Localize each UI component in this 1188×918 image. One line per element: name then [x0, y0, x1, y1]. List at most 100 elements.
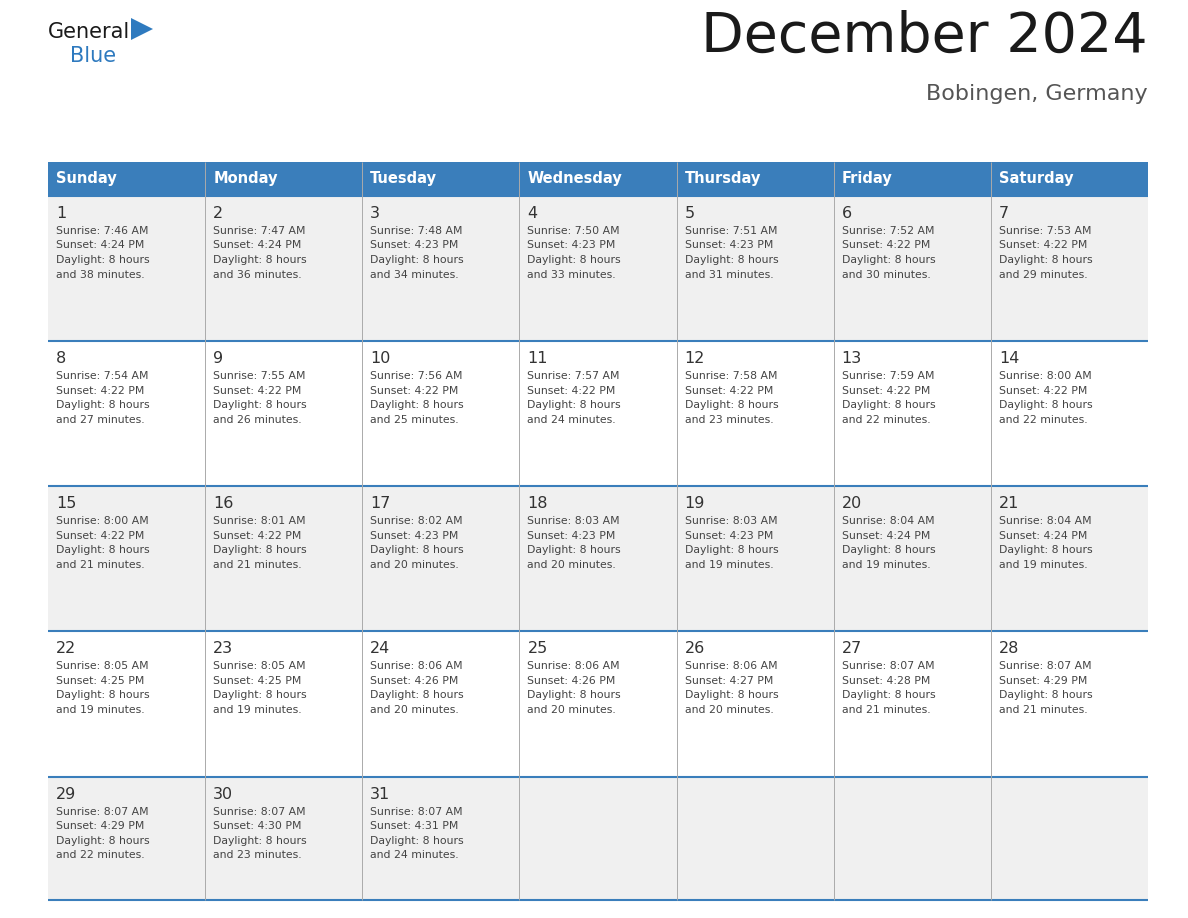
- Text: and 19 minutes.: and 19 minutes.: [999, 560, 1087, 570]
- Text: Daylight: 8 hours: Daylight: 8 hours: [999, 255, 1093, 265]
- Text: 1: 1: [56, 206, 67, 221]
- Text: Sunrise: 7:58 AM: Sunrise: 7:58 AM: [684, 371, 777, 381]
- Text: 14: 14: [999, 352, 1019, 366]
- Bar: [48, 196, 1148, 341]
- Text: Sunrise: 7:57 AM: Sunrise: 7:57 AM: [527, 371, 620, 381]
- Text: Sunset: 4:22 PM: Sunset: 4:22 PM: [684, 386, 773, 396]
- Text: Sunset: 4:25 PM: Sunset: 4:25 PM: [56, 676, 145, 686]
- Text: Daylight: 8 hours: Daylight: 8 hours: [371, 690, 463, 700]
- Text: and 27 minutes.: and 27 minutes.: [56, 415, 145, 425]
- Text: 25: 25: [527, 642, 548, 656]
- Text: Sunrise: 8:07 AM: Sunrise: 8:07 AM: [842, 662, 934, 671]
- Text: and 20 minutes.: and 20 minutes.: [371, 560, 459, 570]
- Text: Sunrise: 7:50 AM: Sunrise: 7:50 AM: [527, 226, 620, 236]
- Text: 4: 4: [527, 206, 537, 221]
- Text: Sunset: 4:30 PM: Sunset: 4:30 PM: [213, 821, 302, 831]
- Text: Sunset: 4:22 PM: Sunset: 4:22 PM: [842, 241, 930, 251]
- Text: Sunrise: 8:06 AM: Sunrise: 8:06 AM: [371, 662, 463, 671]
- Text: Daylight: 8 hours: Daylight: 8 hours: [527, 545, 621, 555]
- Text: Sunset: 4:22 PM: Sunset: 4:22 PM: [213, 386, 302, 396]
- Text: Daylight: 8 hours: Daylight: 8 hours: [527, 255, 621, 265]
- Text: Wednesday: Wednesday: [527, 172, 623, 186]
- Text: and 34 minutes.: and 34 minutes.: [371, 270, 459, 279]
- Text: Daylight: 8 hours: Daylight: 8 hours: [999, 400, 1093, 410]
- Text: 16: 16: [213, 497, 234, 511]
- Text: 8: 8: [56, 352, 67, 366]
- Text: 11: 11: [527, 352, 548, 366]
- Text: and 38 minutes.: and 38 minutes.: [56, 270, 145, 279]
- Text: Sunrise: 8:03 AM: Sunrise: 8:03 AM: [527, 516, 620, 526]
- Text: Sunrise: 7:46 AM: Sunrise: 7:46 AM: [56, 226, 148, 236]
- Text: Daylight: 8 hours: Daylight: 8 hours: [371, 545, 463, 555]
- Text: Sunrise: 8:07 AM: Sunrise: 8:07 AM: [213, 807, 305, 817]
- Text: Sunrise: 8:03 AM: Sunrise: 8:03 AM: [684, 516, 777, 526]
- Text: 3: 3: [371, 206, 380, 221]
- Text: Sunset: 4:28 PM: Sunset: 4:28 PM: [842, 676, 930, 686]
- Text: 31: 31: [371, 787, 391, 801]
- Text: Daylight: 8 hours: Daylight: 8 hours: [56, 835, 150, 845]
- Text: Sunrise: 7:52 AM: Sunrise: 7:52 AM: [842, 226, 934, 236]
- Text: Daylight: 8 hours: Daylight: 8 hours: [842, 690, 935, 700]
- Text: Sunrise: 8:01 AM: Sunrise: 8:01 AM: [213, 516, 305, 526]
- Text: Sunrise: 8:00 AM: Sunrise: 8:00 AM: [56, 516, 148, 526]
- Text: Sunset: 4:27 PM: Sunset: 4:27 PM: [684, 676, 773, 686]
- Text: and 23 minutes.: and 23 minutes.: [213, 850, 302, 860]
- Text: 9: 9: [213, 352, 223, 366]
- Text: Sunset: 4:23 PM: Sunset: 4:23 PM: [371, 241, 459, 251]
- Text: 18: 18: [527, 497, 548, 511]
- Bar: [48, 632, 1148, 777]
- Text: Sunset: 4:23 PM: Sunset: 4:23 PM: [684, 241, 773, 251]
- Text: Sunset: 4:24 PM: Sunset: 4:24 PM: [842, 531, 930, 541]
- Text: Sunset: 4:22 PM: Sunset: 4:22 PM: [56, 531, 145, 541]
- Text: and 19 minutes.: and 19 minutes.: [56, 705, 145, 715]
- Text: 28: 28: [999, 642, 1019, 656]
- Text: Saturday: Saturday: [999, 172, 1073, 186]
- Text: Daylight: 8 hours: Daylight: 8 hours: [842, 545, 935, 555]
- Text: Tuesday: Tuesday: [371, 172, 437, 186]
- Text: 21: 21: [999, 497, 1019, 511]
- Text: Sunrise: 7:54 AM: Sunrise: 7:54 AM: [56, 371, 148, 381]
- Text: and 19 minutes.: and 19 minutes.: [213, 705, 302, 715]
- Text: Sunrise: 8:06 AM: Sunrise: 8:06 AM: [684, 662, 777, 671]
- Text: Sunrise: 8:07 AM: Sunrise: 8:07 AM: [999, 662, 1092, 671]
- Text: Sunset: 4:22 PM: Sunset: 4:22 PM: [371, 386, 459, 396]
- Text: General: General: [48, 22, 131, 42]
- Text: Monday: Monday: [213, 172, 278, 186]
- Text: Sunset: 4:23 PM: Sunset: 4:23 PM: [527, 531, 615, 541]
- Text: Sunset: 4:23 PM: Sunset: 4:23 PM: [371, 531, 459, 541]
- Text: Daylight: 8 hours: Daylight: 8 hours: [213, 690, 307, 700]
- Text: Daylight: 8 hours: Daylight: 8 hours: [999, 690, 1093, 700]
- Bar: [48, 341, 1148, 487]
- Bar: [48, 162, 1148, 196]
- Text: and 22 minutes.: and 22 minutes.: [56, 850, 145, 860]
- Text: and 22 minutes.: and 22 minutes.: [842, 415, 930, 425]
- Text: and 19 minutes.: and 19 minutes.: [684, 560, 773, 570]
- Text: Sunset: 4:29 PM: Sunset: 4:29 PM: [56, 821, 145, 831]
- Text: Sunset: 4:22 PM: Sunset: 4:22 PM: [213, 531, 302, 541]
- Text: and 36 minutes.: and 36 minutes.: [213, 270, 302, 279]
- Text: Sunrise: 8:04 AM: Sunrise: 8:04 AM: [999, 516, 1092, 526]
- Text: Sunset: 4:22 PM: Sunset: 4:22 PM: [842, 386, 930, 396]
- Text: Sunday: Sunday: [56, 172, 116, 186]
- Text: and 30 minutes.: and 30 minutes.: [842, 270, 930, 279]
- Text: Sunset: 4:22 PM: Sunset: 4:22 PM: [999, 386, 1087, 396]
- Text: and 21 minutes.: and 21 minutes.: [213, 560, 302, 570]
- Text: Daylight: 8 hours: Daylight: 8 hours: [213, 545, 307, 555]
- Text: Daylight: 8 hours: Daylight: 8 hours: [56, 255, 150, 265]
- Text: Sunset: 4:26 PM: Sunset: 4:26 PM: [527, 676, 615, 686]
- Text: and 20 minutes.: and 20 minutes.: [527, 560, 617, 570]
- Text: 5: 5: [684, 206, 695, 221]
- Text: Sunset: 4:31 PM: Sunset: 4:31 PM: [371, 821, 459, 831]
- Text: Daylight: 8 hours: Daylight: 8 hours: [527, 400, 621, 410]
- Text: 23: 23: [213, 642, 233, 656]
- Text: 15: 15: [56, 497, 76, 511]
- Text: and 31 minutes.: and 31 minutes.: [684, 270, 773, 279]
- Text: and 24 minutes.: and 24 minutes.: [371, 850, 459, 860]
- Text: Sunrise: 8:04 AM: Sunrise: 8:04 AM: [842, 516, 934, 526]
- Polygon shape: [131, 18, 153, 40]
- Text: Sunset: 4:26 PM: Sunset: 4:26 PM: [371, 676, 459, 686]
- Bar: [48, 777, 1148, 900]
- Text: and 19 minutes.: and 19 minutes.: [842, 560, 930, 570]
- Text: Sunrise: 8:06 AM: Sunrise: 8:06 AM: [527, 662, 620, 671]
- Text: Daylight: 8 hours: Daylight: 8 hours: [842, 255, 935, 265]
